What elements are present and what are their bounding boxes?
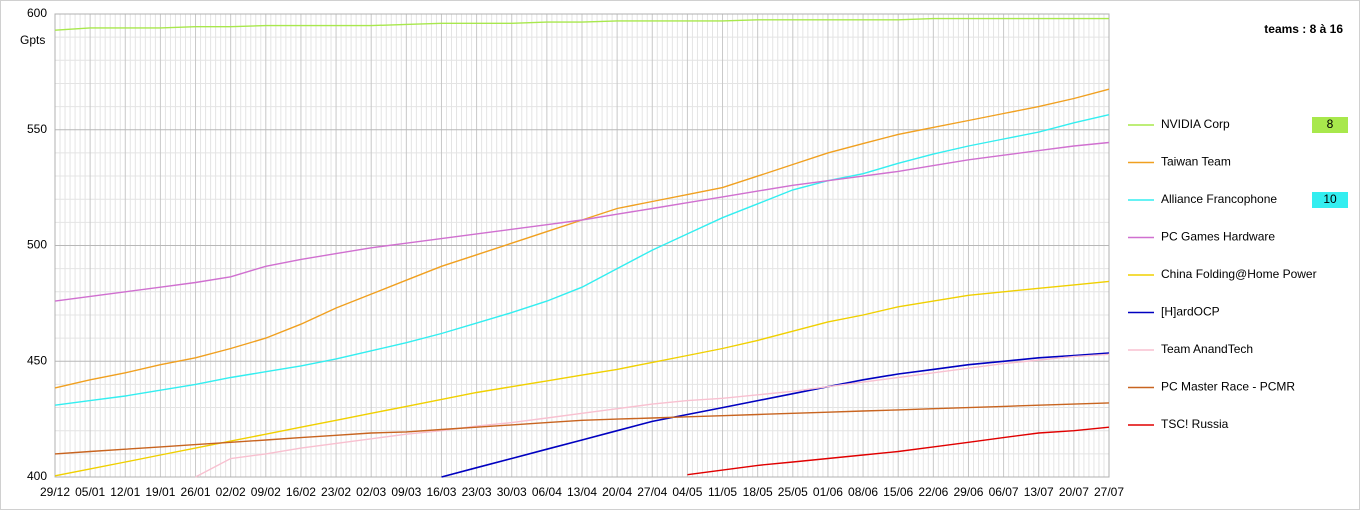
legend-label: TSC! Russia	[1161, 417, 1229, 431]
legend-badge	[1312, 117, 1348, 133]
legend-label: Team AnandTech	[1161, 342, 1253, 356]
x-tick-label: 27/07	[1094, 485, 1124, 499]
legend-label: NVIDIA Corp	[1161, 117, 1230, 131]
series-line	[195, 353, 1110, 478]
x-tick-label: 27/04	[637, 485, 667, 499]
legend-label: PC Master Race - PCMR	[1161, 380, 1295, 394]
legend-label: [H]ardOCP	[1161, 305, 1220, 319]
x-tick-label: 20/04	[602, 485, 632, 499]
x-tick-label: 06/04	[532, 485, 562, 499]
series-line	[441, 352, 1110, 478]
x-tick-label: 02/02	[216, 485, 246, 499]
x-tick-label: 11/05	[708, 485, 737, 499]
x-tick-label: 23/02	[321, 485, 351, 499]
legend-label: China Folding@Home Power	[1161, 267, 1317, 281]
x-tick-label: 20/07	[1059, 485, 1089, 499]
x-tick-label: 29/12	[40, 485, 70, 499]
legend-badge-label: 10	[1323, 192, 1337, 206]
y-tick-label: 500	[27, 238, 47, 252]
x-tick-label: 13/04	[567, 485, 597, 499]
x-tick-label: 30/03	[497, 485, 527, 499]
x-tick-label: 22/06	[918, 485, 948, 499]
x-tick-label: 16/02	[286, 485, 316, 499]
x-tick-label: 29/06	[953, 485, 983, 499]
x-tick-label: 19/01	[145, 485, 175, 499]
x-tick-label: 04/05	[672, 485, 702, 499]
y-tick-label: 600	[27, 6, 47, 20]
y-tick-label: 450	[27, 353, 47, 367]
series-line	[54, 114, 1110, 406]
x-tick-label: 13/07	[1024, 485, 1054, 499]
x-tick-label: 01/06	[813, 485, 843, 499]
legend-label: PC Games Hardware	[1161, 230, 1275, 244]
legend-label: Taiwan Team	[1161, 155, 1231, 169]
x-tick-label: 12/01	[110, 485, 140, 499]
x-tick-label: 09/03	[391, 485, 421, 499]
y-tick-label: 400	[27, 469, 47, 483]
y-tick-label: 550	[27, 122, 47, 136]
x-tick-label: 05/01	[75, 485, 105, 499]
y-axis-label: Gpts	[20, 33, 45, 47]
x-tick-label: 09/02	[251, 485, 281, 499]
plot-border	[54, 13, 1110, 478]
x-tick-label: 06/07	[989, 485, 1019, 499]
x-tick-label: 25/05	[778, 485, 808, 499]
series-line	[687, 426, 1110, 476]
series-line	[54, 280, 1110, 477]
legend-label: Alliance Francophone	[1161, 192, 1277, 206]
series-line	[54, 141, 1110, 302]
annotation: teams : 8 à 16	[1264, 22, 1343, 36]
x-tick-label: 23/03	[462, 485, 492, 499]
legend-badge	[1312, 192, 1348, 208]
x-tick-label: 26/01	[181, 485, 211, 499]
x-tick-label: 02/03	[356, 485, 386, 499]
x-tick-label: 18/05	[743, 485, 773, 499]
x-tick-label: 16/03	[426, 485, 456, 499]
series-line	[54, 17, 1109, 31]
legend-badge-label: 8	[1327, 117, 1334, 131]
x-tick-label: 15/06	[883, 485, 913, 499]
x-tick-label: 08/06	[848, 485, 878, 499]
series-line	[54, 402, 1110, 455]
